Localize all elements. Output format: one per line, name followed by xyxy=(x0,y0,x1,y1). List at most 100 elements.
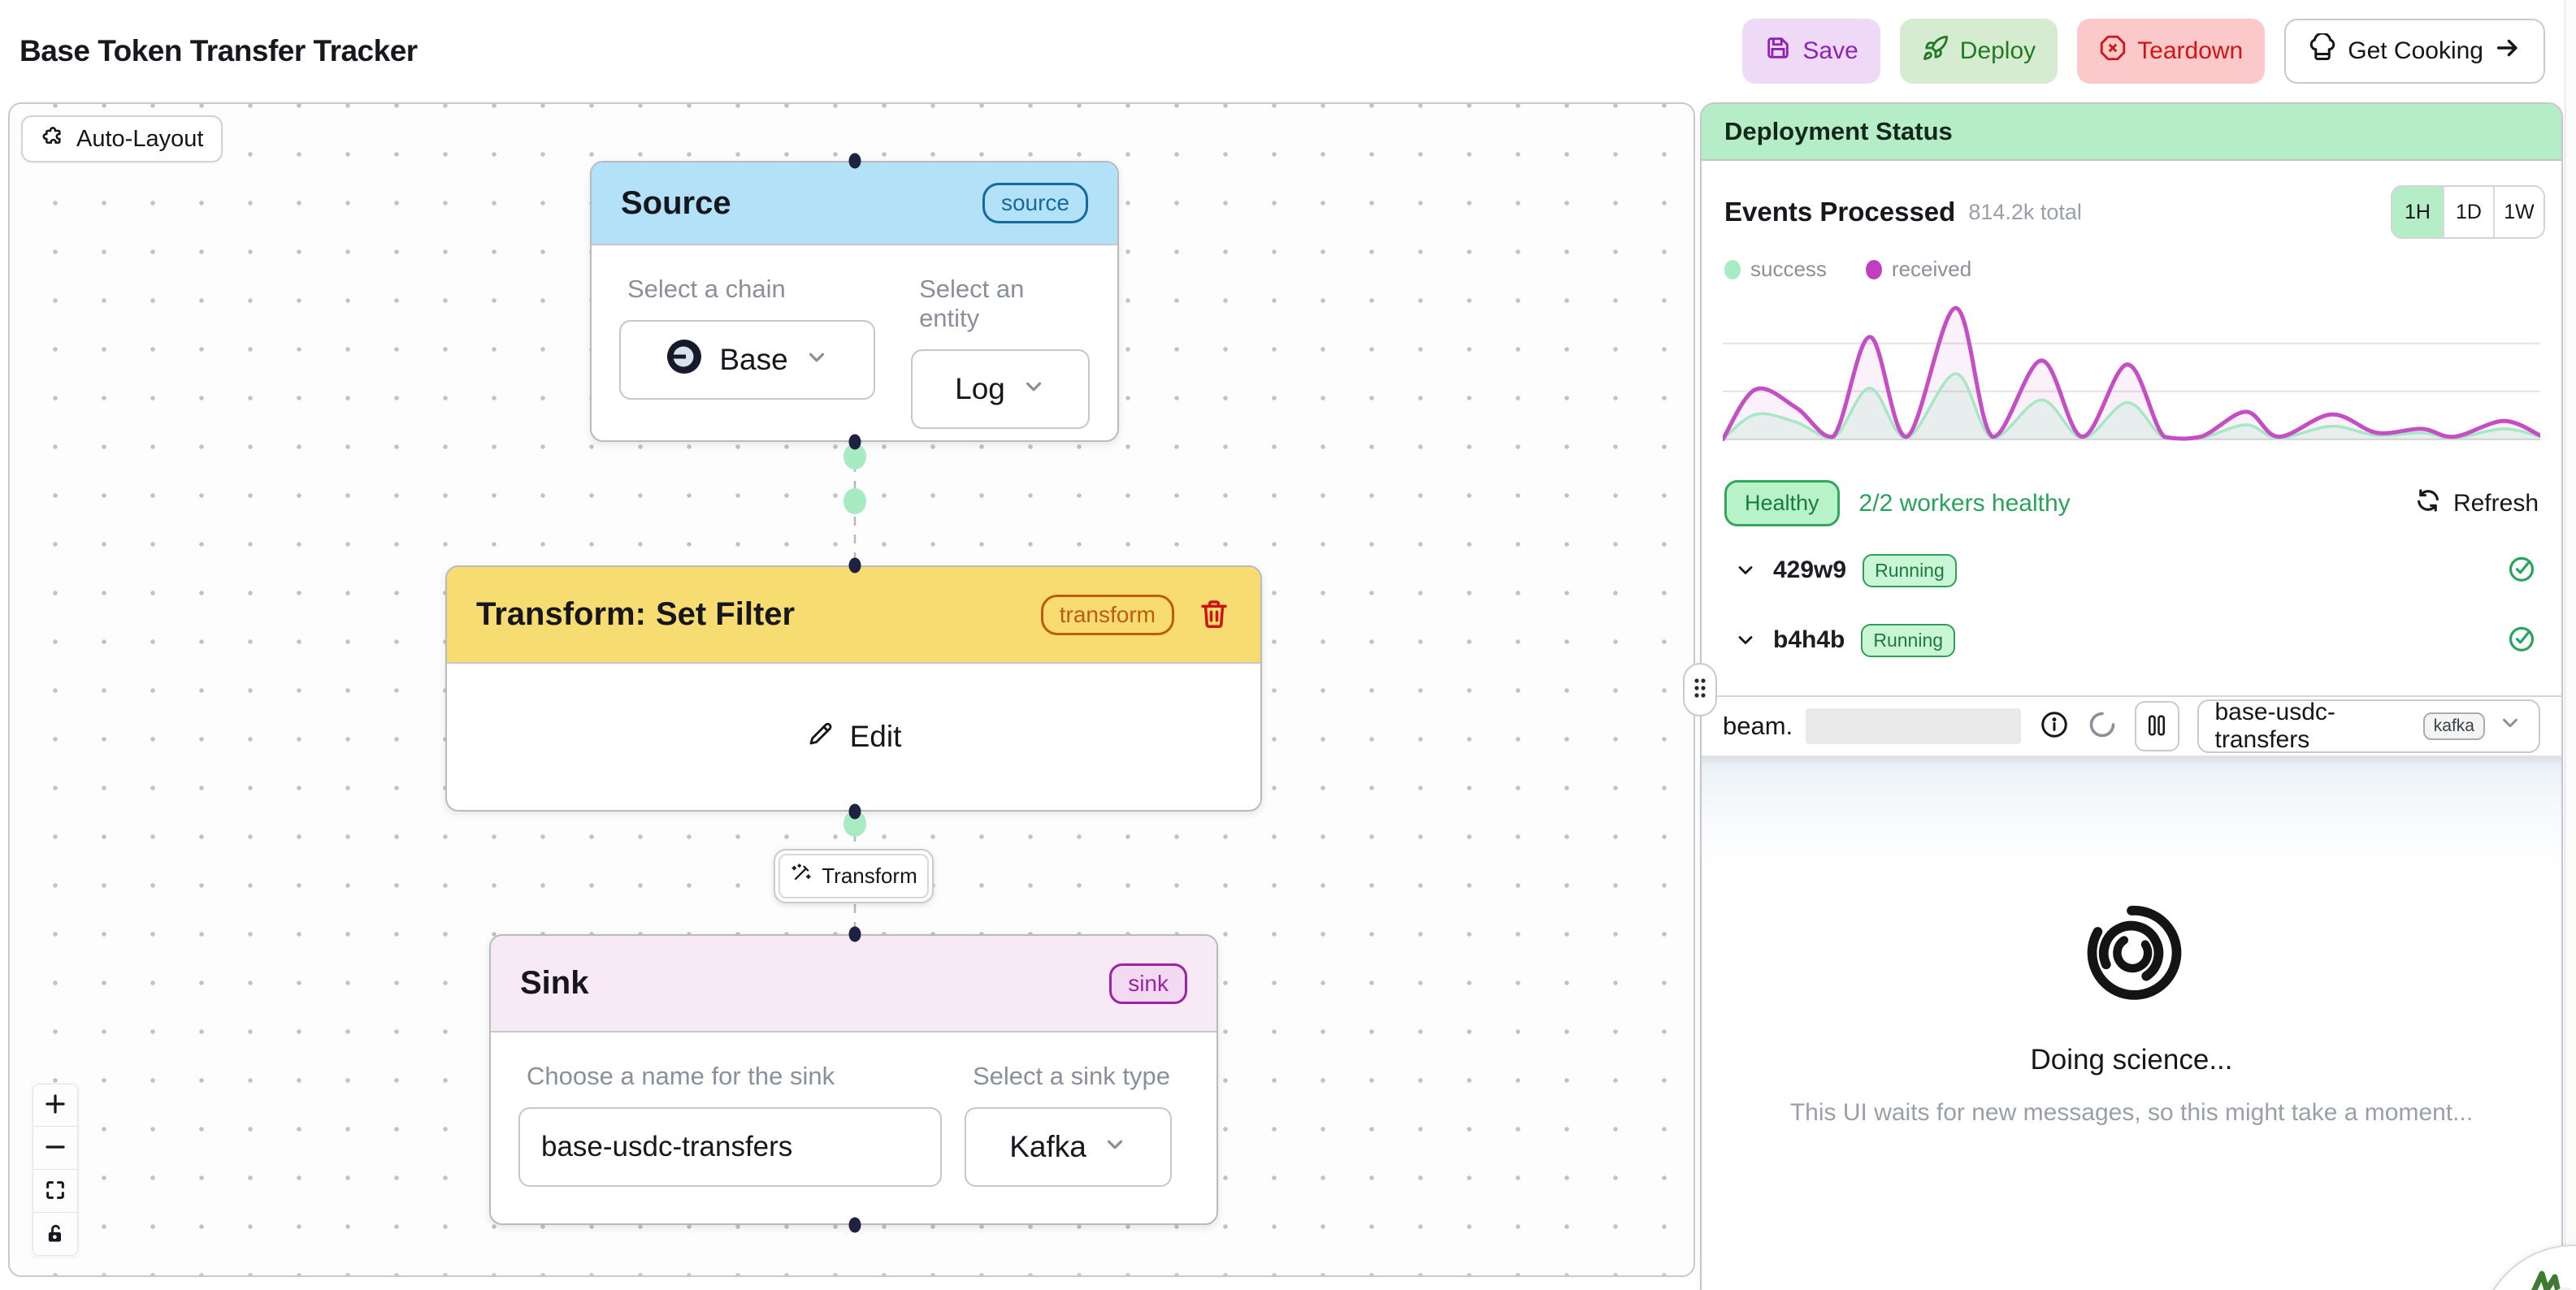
chevron-down-icon xyxy=(2498,711,2522,742)
deploy-button[interactable]: Deploy xyxy=(1899,19,2058,84)
topic-select[interactable]: base-usdc-transfers kafka xyxy=(2197,699,2540,753)
page-scrollbar[interactable] xyxy=(2565,0,2576,1290)
drag-handle-icon xyxy=(1691,674,1709,706)
save-button[interactable]: Save xyxy=(1742,19,1880,84)
pause-button[interactable] xyxy=(2134,701,2179,751)
pause-icon xyxy=(2146,713,2167,740)
pencil-icon xyxy=(806,719,835,755)
chevron-down-icon[interactable] xyxy=(1734,559,1757,582)
events-title: Events Processed xyxy=(1724,197,1956,227)
received-dot-icon xyxy=(1865,259,1882,279)
panel-resize-handle[interactable] xyxy=(1683,663,1717,716)
trash-icon xyxy=(1197,596,1231,633)
fit-view-button[interactable] xyxy=(33,1170,78,1213)
events-header: Events Processed 814.2k total 1H 1D 1W xyxy=(1702,161,2561,239)
entity-select[interactable]: Log xyxy=(911,349,1090,429)
range-1h-button[interactable]: 1H xyxy=(2392,187,2443,237)
sink-node-header: Sink sink xyxy=(491,936,1216,1032)
range-toggle: 1H 1D 1W xyxy=(2391,185,2545,239)
teardown-button[interactable]: Teardown xyxy=(2077,19,2266,84)
zoom-out-button[interactable] xyxy=(33,1127,78,1170)
chef-hat-icon xyxy=(2308,32,2337,69)
sink-node-body: Choose a name for the sink Select a sink… xyxy=(491,1032,1216,1187)
range-1d-button[interactable]: 1D xyxy=(2443,187,2493,237)
get-cooking-button[interactable]: Get Cooking xyxy=(2284,19,2545,84)
fit-view-icon xyxy=(44,1179,67,1204)
chart-legend: success received xyxy=(1702,239,2561,282)
canvas-controls xyxy=(33,1084,78,1256)
chain-label: Select a chain xyxy=(627,275,786,303)
message-wait-area: Doing science... This UI waits for new m… xyxy=(1702,757,2561,1290)
sink-node-title: Sink xyxy=(520,965,589,1001)
health-status-badge: Healthy xyxy=(1724,480,1840,526)
topic-name: base-usdc-transfers xyxy=(2214,699,2335,753)
flow-canvas[interactable]: Auto-Layout Source source Select a xyxy=(8,102,1695,1277)
page-title: Base Token Transfer Tracker xyxy=(20,34,418,67)
source-node[interactable]: Source source Select a chain Base Select… xyxy=(590,161,1119,442)
worker-row[interactable]: 429w9 Running xyxy=(1702,544,2561,596)
transform-node-title: Transform: Set Filter xyxy=(476,596,796,632)
octagon-x-icon xyxy=(2099,34,2127,68)
range-1w-button[interactable]: 1W xyxy=(2493,187,2543,237)
topic-kind-badge: kafka xyxy=(2422,712,2485,740)
edge-add-handle xyxy=(843,811,866,837)
chevron-down-icon xyxy=(804,343,829,377)
base-logo-icon xyxy=(666,338,703,383)
sink-name-label: Choose a name for the sink xyxy=(527,1062,835,1090)
legend-received: received xyxy=(1865,257,1971,282)
source-node-title: Source xyxy=(621,184,731,221)
consumer-toolbar: beam. base-usdc-transfers kafka xyxy=(1702,695,2561,757)
consumer-group-field[interactable] xyxy=(1806,708,2021,744)
consumer-prefix: beam. xyxy=(1723,712,1793,740)
insert-transform-button[interactable]: Transform xyxy=(774,849,934,903)
sink-type-select[interactable]: Kafka xyxy=(965,1107,1172,1187)
deployment-status-panel: Deployment Status Events Processed 814.2… xyxy=(1700,102,2563,1290)
transform-node-header: Transform: Set Filter transform xyxy=(447,567,1260,664)
events-chart xyxy=(1720,305,2543,442)
wand-icon xyxy=(790,862,813,890)
worker-row[interactable]: b4h4b Running xyxy=(1702,614,2561,666)
arrow-right-icon xyxy=(2494,34,2522,68)
transform-type-badge: transform xyxy=(1040,594,1174,635)
transform-node[interactable]: Transform: Set Filter transform Edit xyxy=(445,565,1262,812)
rocket-icon xyxy=(1922,34,1949,68)
chevron-down-icon xyxy=(1103,1130,1127,1164)
entity-label: Select an entity xyxy=(919,275,1025,332)
check-circle-icon xyxy=(2506,623,2537,658)
sink-name-input[interactable] xyxy=(518,1107,942,1187)
edge-add-handle xyxy=(843,444,866,470)
app-header: Base Token Transfer Tracker Save Deploy … xyxy=(0,0,2576,102)
waiting-title: Doing science... xyxy=(2030,1044,2233,1076)
chain-select[interactable]: Base xyxy=(619,320,876,400)
sink-type-label: Select a sink type xyxy=(973,1062,1170,1090)
health-row: Healthy 2/2 workers healthy Refresh xyxy=(1702,452,2561,526)
edit-transform-button[interactable]: Edit xyxy=(806,719,901,755)
zoom-in-button[interactable] xyxy=(33,1084,78,1127)
check-circle-icon xyxy=(2506,553,2537,588)
science-spinner-icon xyxy=(2079,900,2184,1010)
worker-status-badge: Running xyxy=(1861,623,1956,657)
minus-icon xyxy=(43,1135,67,1162)
source-node-header: Source source xyxy=(592,162,1117,245)
chevron-down-icon xyxy=(1021,372,1046,406)
sink-type-badge: sink xyxy=(1109,963,1187,1004)
events-total: 814.2k total xyxy=(1968,199,2082,224)
info-icon[interactable] xyxy=(2039,709,2070,744)
lock-icon xyxy=(44,1222,67,1247)
lock-button[interactable] xyxy=(33,1213,78,1256)
loading-arc-icon xyxy=(2088,710,2117,743)
refresh-button[interactable]: Refresh xyxy=(2414,487,2539,521)
worker-id: b4h4b xyxy=(1773,626,1845,653)
puzzle-icon xyxy=(41,123,67,155)
sink-node[interactable]: Sink sink Choose a name for the sink Sel… xyxy=(489,934,1218,1225)
delete-transform-button[interactable] xyxy=(1197,596,1231,633)
header-actions: Save Deploy Teardown Get Cooking xyxy=(1742,19,2545,84)
chevron-down-icon[interactable] xyxy=(1734,629,1757,651)
source-type-badge: source xyxy=(982,183,1088,223)
waiting-subtitle: This UI waits for new messages, so this … xyxy=(1789,1099,2474,1126)
auto-layout-button[interactable]: Auto-Layout xyxy=(21,115,223,162)
worker-id: 429w9 xyxy=(1773,556,1847,583)
panel-title: Deployment Status xyxy=(1702,104,2561,161)
edge-add-handle xyxy=(843,488,866,514)
